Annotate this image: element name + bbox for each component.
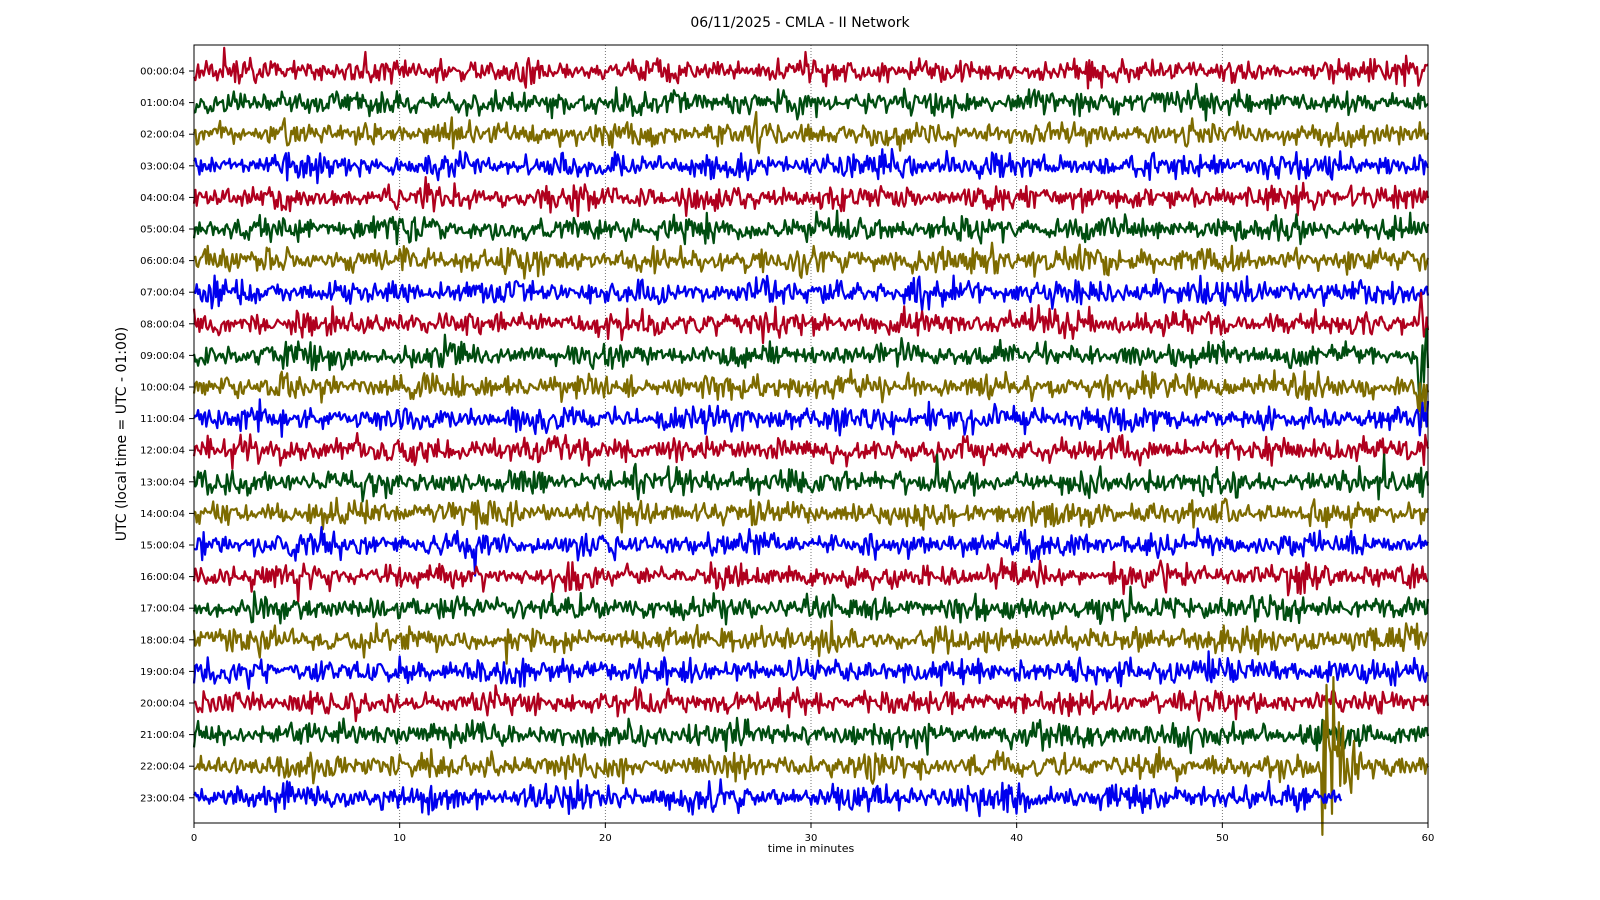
trace-22:00:04 <box>193 676 1429 836</box>
x-tick-label-10: 10 <box>393 833 406 844</box>
y-tick-label-10:00:04: 10:00:04 <box>140 383 185 394</box>
trace-19:00:04 <box>192 650 1429 690</box>
x-tick-label-20: 20 <box>599 833 612 844</box>
y-tick-label-14:00:04: 14:00:04 <box>140 509 185 520</box>
y-tick-label-18:00:04: 18:00:04 <box>140 635 185 646</box>
y-tick-label-08:00:04: 08:00:04 <box>140 319 185 330</box>
y-tick-label-09:00:04: 09:00:04 <box>140 351 185 362</box>
y-tick-label-22:00:04: 22:00:04 <box>140 762 185 773</box>
x-tick-label-40: 40 <box>1010 833 1023 844</box>
trace-07:00:04 <box>193 274 1430 312</box>
trace-20:00:04 <box>193 684 1430 723</box>
x-axis-label: time in minutes <box>767 842 855 855</box>
y-tick-label-16:00:04: 16:00:04 <box>140 572 185 583</box>
trace-04:00:04 <box>192 176 1430 218</box>
x-tick-label-60: 60 <box>1422 833 1435 844</box>
trace-08:00:04 <box>192 291 1430 345</box>
x-tick-label-30: 30 <box>805 833 818 844</box>
trace-01:00:04 <box>193 82 1429 122</box>
y-tick-label-02:00:04: 02:00:04 <box>140 130 185 141</box>
trace-05:00:04 <box>192 209 1430 246</box>
trace-23:00:04 <box>193 778 1343 818</box>
trace-11:00:04 <box>193 398 1430 438</box>
trace-13:00:04 <box>192 453 1430 503</box>
y-tick-label-21:00:04: 21:00:04 <box>140 730 185 741</box>
trace-00:00:04 <box>192 46 1429 90</box>
trace-14:00:04 <box>193 496 1430 534</box>
trace-17:00:04 <box>192 585 1430 626</box>
axis-ticks: 0 10 20 30 40 50 60 00:00:04 01:00:04 02:00:04 03:… <box>140 67 1434 845</box>
seismic-traces <box>192 46 1430 836</box>
trace-06:00:04 <box>193 241 1430 280</box>
y-tick-label-07:00:04: 07:00:04 <box>140 288 185 299</box>
y-tick-label-05:00:04: 05:00:04 <box>140 225 185 236</box>
y-tick-label-20:00:04: 20:00:04 <box>140 699 185 710</box>
y-tick-label-13:00:04: 13:00:04 <box>140 477 185 488</box>
y-tick-label-15:00:04: 15:00:04 <box>140 541 185 552</box>
y-tick-label-11:00:04: 11:00:04 <box>140 414 185 425</box>
y-tick-label-04:00:04: 04:00:04 <box>140 193 185 204</box>
x-tick-label-50: 50 <box>1216 833 1229 844</box>
y-tick-label-23:00:04: 23:00:04 <box>140 793 185 804</box>
y-tick-label-06:00:04: 06:00:04 <box>140 256 185 267</box>
trace-15:00:04 <box>193 526 1429 577</box>
trace-16:00:04 <box>192 557 1429 603</box>
trace-03:00:04 <box>193 147 1430 185</box>
trace-12:00:04 <box>192 432 1430 470</box>
y-tick-label-00:00:04: 00:00:04 <box>140 67 185 78</box>
trace-02:00:04 <box>192 110 1430 155</box>
y-tick-label-03:00:04: 03:00:04 <box>140 161 185 172</box>
y-tick-label-01:00:04: 01:00:04 <box>140 98 185 109</box>
trace-10:00:04 <box>192 368 1430 429</box>
y-tick-label-12:00:04: 12:00:04 <box>140 446 185 457</box>
y-tick-label-17:00:04: 17:00:04 <box>140 604 185 615</box>
chart-title: 06/11/2025 - CMLA - II Network <box>690 15 910 31</box>
x-tick-label-0: 0 <box>191 833 197 844</box>
trace-09:00:04 <box>192 327 1430 412</box>
trace-21:00:04 <box>192 716 1430 756</box>
trace-18:00:04 <box>192 619 1429 665</box>
y-tick-label-19:00:04: 19:00:04 <box>140 667 185 678</box>
